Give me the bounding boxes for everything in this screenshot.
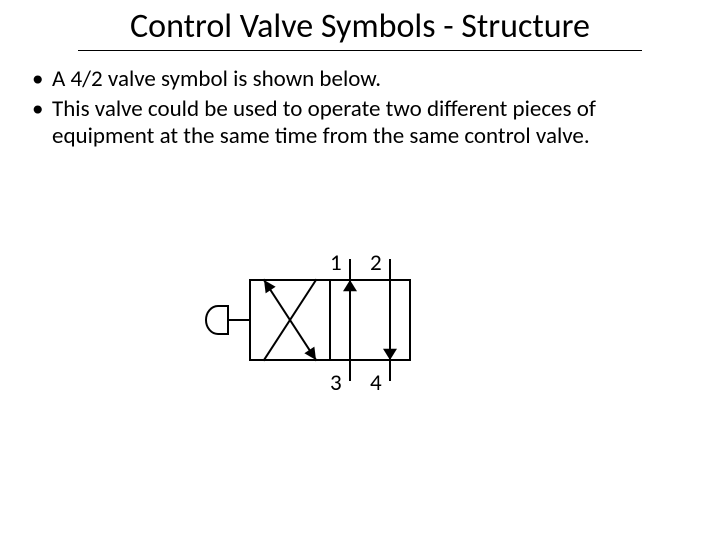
slide-body: A 4/2 valve symbol is shown below. This … <box>30 66 694 153</box>
valve-diagram: 12 34 <box>190 240 490 420</box>
title-underline <box>78 50 642 51</box>
svg-text:1: 1 <box>330 249 342 277</box>
svg-text:2: 2 <box>370 249 382 277</box>
svg-text:3: 3 <box>330 369 342 397</box>
bullet-item: This valve could be used to operate two … <box>30 96 694 151</box>
slide-title: Control Valve Symbols - Structure <box>0 6 720 47</box>
svg-text:4: 4 <box>370 369 382 397</box>
bullet-item: A 4/2 valve symbol is shown below. <box>30 66 694 94</box>
